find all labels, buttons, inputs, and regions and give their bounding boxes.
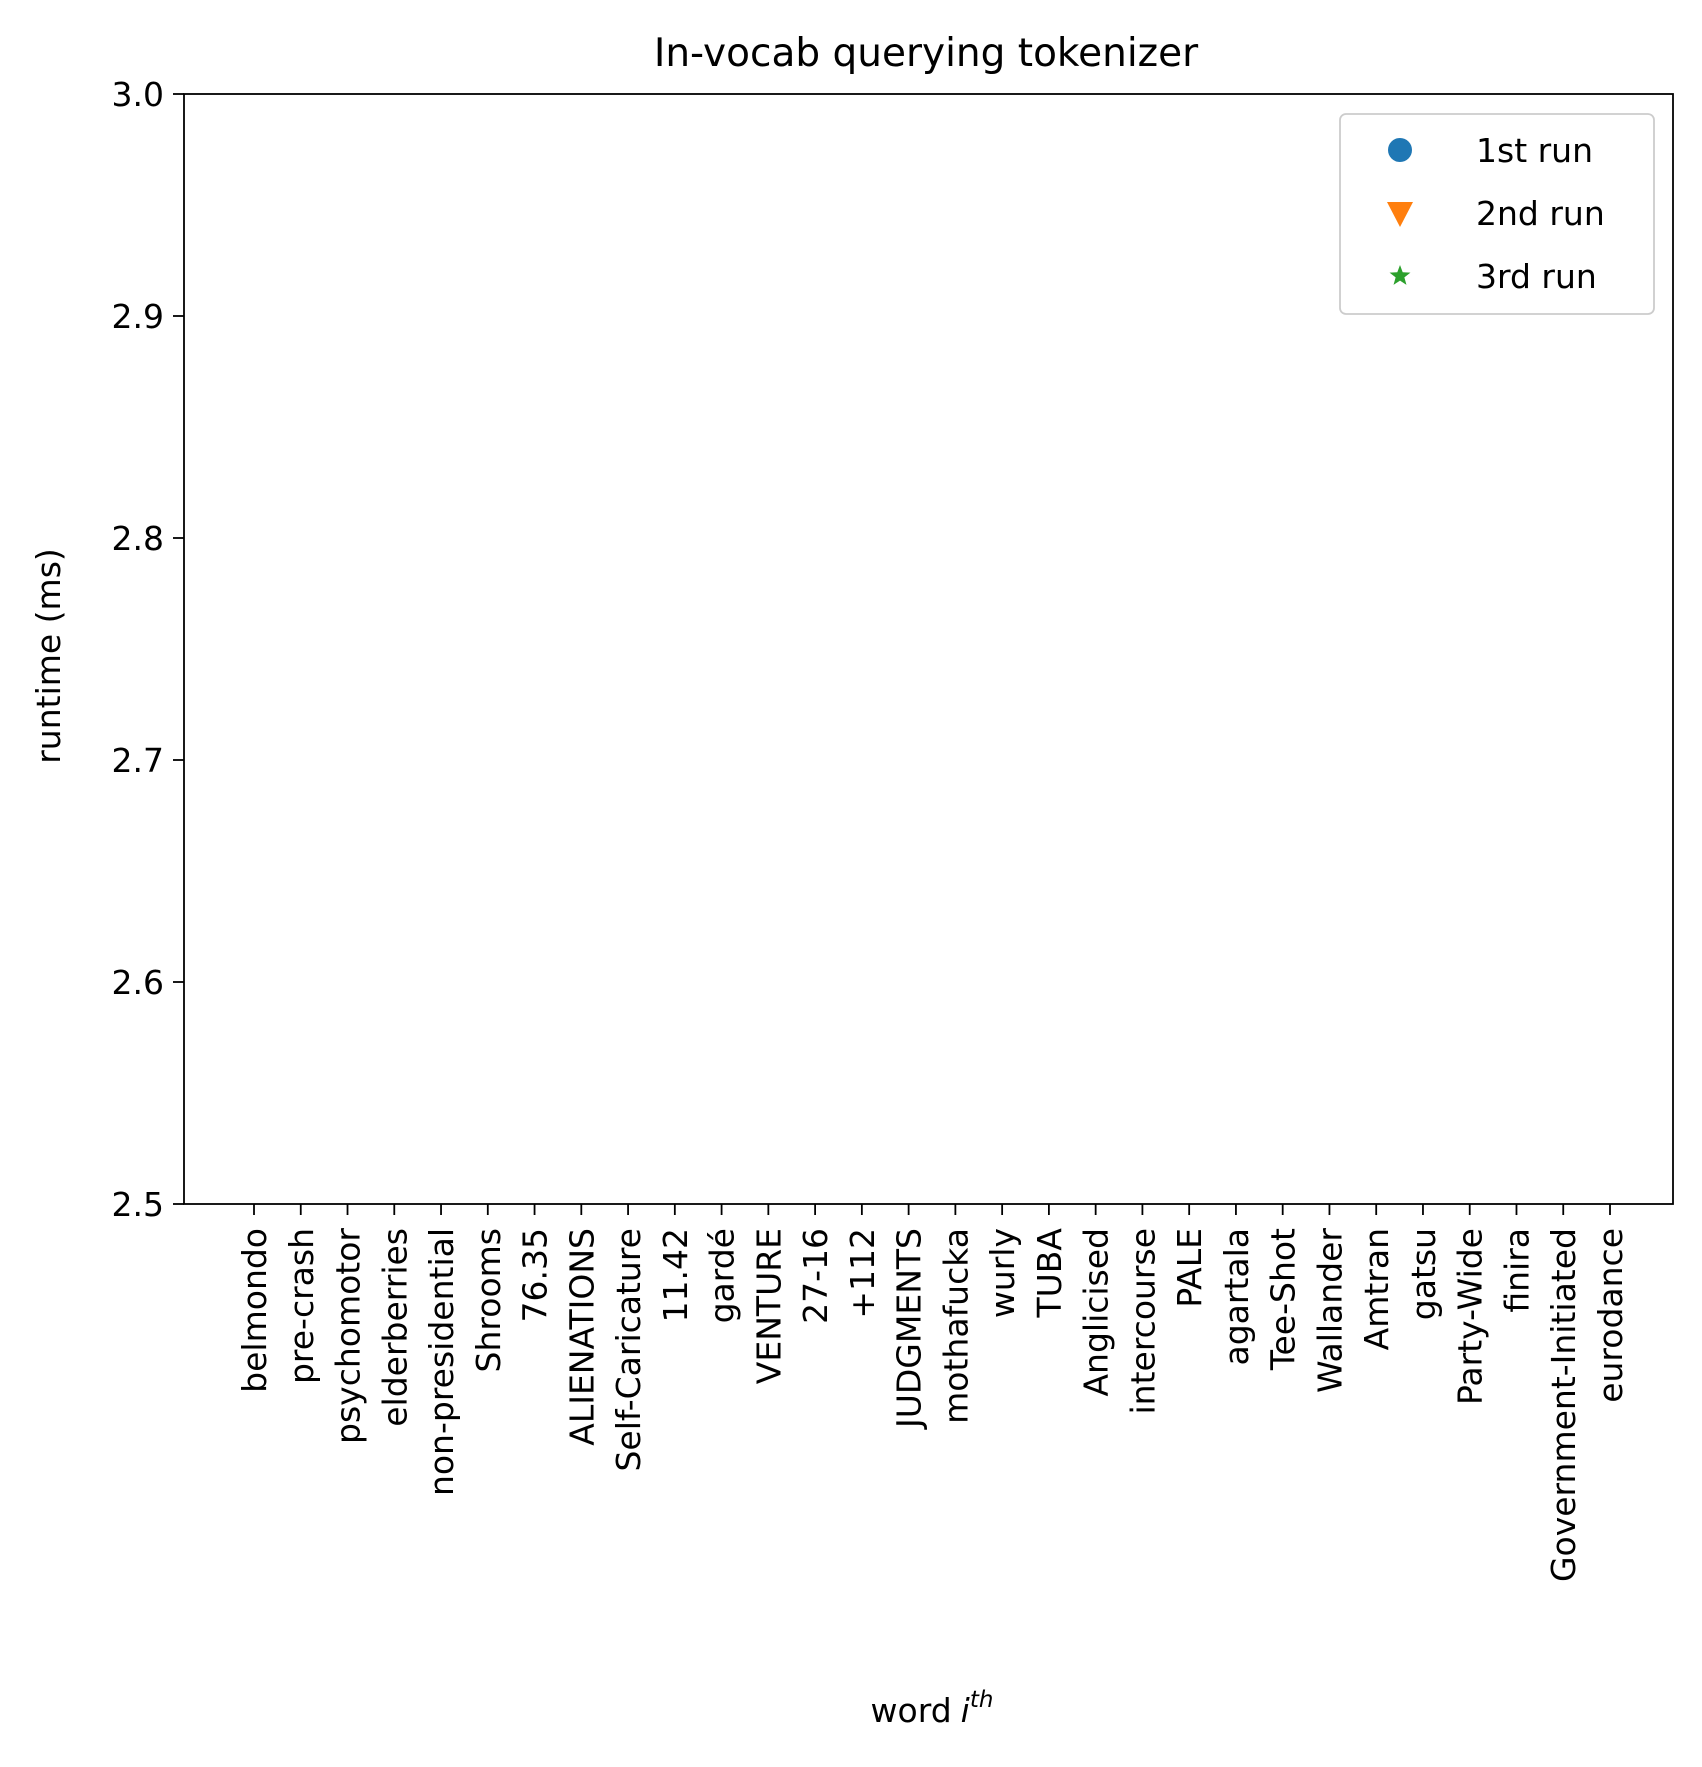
- x-axis-label-superscript: th: [970, 1687, 994, 1713]
- legend-marker-circle: [1388, 138, 1412, 162]
- x-axis-label-italic: i: [961, 1691, 970, 1730]
- y-tick-label: 2.7: [112, 741, 164, 780]
- x-tick-label: wurly: [983, 1228, 1022, 1318]
- legend-marker-star: [1389, 265, 1411, 285]
- x-tick-label: eurodance: [1591, 1228, 1630, 1403]
- legend-label: 2nd run: [1476, 194, 1605, 233]
- x-tick-label: pre-crash: [282, 1228, 321, 1384]
- x-tick-label: TUBA: [1030, 1228, 1069, 1319]
- x-tick-label: belmondo: [235, 1228, 274, 1393]
- x-tick-label: Wallander: [1310, 1228, 1349, 1393]
- plot-area: [183, 93, 1674, 1205]
- y-tick-label: 2.6: [112, 963, 164, 1002]
- x-tick-label: 11.42: [656, 1228, 695, 1322]
- x-axis: belmondo pre-crash psychomotor elderberries…: [235, 1204, 1630, 1582]
- legend-label: 1st run: [1476, 131, 1593, 170]
- plot-frame: [183, 93, 1674, 1205]
- x-tick-label: gatsu: [1404, 1228, 1443, 1320]
- x-tick-label: Party-Wide: [1451, 1228, 1490, 1405]
- legend-marker-triangle: [1387, 202, 1413, 227]
- legend-label: 3rd run: [1476, 257, 1597, 296]
- x-tick-label: Self-Caricature: [609, 1228, 648, 1472]
- legend-box: [1339, 113, 1655, 315]
- y-tick-label: 2.9: [112, 297, 164, 336]
- x-tick-label: Amtran: [1357, 1228, 1396, 1350]
- x-tick-label: 27-16: [796, 1228, 835, 1324]
- x-tick-label: Shrooms: [469, 1228, 508, 1372]
- y-tick-label: 3.0: [112, 75, 164, 114]
- x-tick-label: Anglicised: [1077, 1228, 1116, 1397]
- x-tick-label: intercourse: [1123, 1228, 1162, 1414]
- y-tick-label: 2.5: [112, 1185, 164, 1224]
- x-axis-label: word ith: [871, 1687, 994, 1730]
- x-tick-label: agartala: [1217, 1228, 1256, 1366]
- x-tick-label: mothafucka: [936, 1228, 975, 1424]
- y-axis: 2.5 2.6 2.7 2.8 2.9 3.0: [112, 75, 184, 1224]
- x-tick-label: psychomotor: [329, 1228, 368, 1444]
- x-tick-label: Government-Initiated: [1544, 1228, 1583, 1582]
- x-tick-label: 76.35: [516, 1228, 555, 1322]
- legend: 1st run 2nd run 3rd run: [1339, 113, 1655, 315]
- x-tick-label: +112: [843, 1228, 882, 1319]
- x-axis-label-word: word: [871, 1691, 952, 1730]
- x-tick-label: non-presidential: [422, 1228, 461, 1496]
- x-tick-label: gardé: [703, 1228, 742, 1323]
- x-tick-label: ALIENATIONS: [562, 1228, 601, 1446]
- x-tick-label: PALE: [1170, 1228, 1209, 1308]
- y-tick-label: 2.8: [112, 519, 164, 558]
- y-axis-label: runtime (ms): [29, 548, 68, 764]
- x-tick-label: finira: [1497, 1228, 1536, 1313]
- x-tick-label: Tee-Shot: [1264, 1228, 1303, 1371]
- x-tick-label: JUDGMENTS: [890, 1228, 929, 1430]
- chart-title: In-vocab querying tokenizer: [654, 31, 1199, 76]
- x-tick-label: VENTURE: [749, 1228, 788, 1384]
- x-tick-label: elderberries: [375, 1228, 414, 1427]
